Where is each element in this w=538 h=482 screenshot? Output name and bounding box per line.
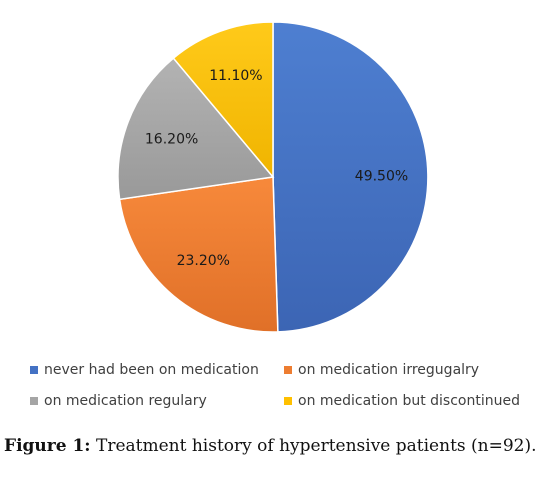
legend-item-regular: on medication regulary bbox=[30, 393, 207, 409]
legend-item-irregular: on medication irregugalry bbox=[284, 362, 479, 378]
slice-regular bbox=[117, 57, 275, 201]
data-label-regular: 16.20% bbox=[145, 131, 198, 147]
legend-label-discontinued: on medication but discontinued bbox=[298, 393, 520, 409]
legend-swatch-discontinued bbox=[284, 397, 292, 405]
slice-never-on-medication bbox=[272, 21, 429, 333]
legend-label-irregular: on medication irregugalry bbox=[298, 362, 480, 378]
legend-item-never-on-medication: never had been on medication bbox=[30, 362, 259, 378]
figure-caption-label: Figure 1: bbox=[4, 436, 91, 456]
figure-caption: Figure 1: Treatment history of hypertens… bbox=[4, 436, 537, 456]
data-label-never: 49.50% bbox=[355, 168, 408, 184]
slice-irregular bbox=[118, 176, 279, 333]
figure-caption-text: Treatment history of hypertensive patien… bbox=[90, 436, 537, 456]
data-label-discontinued: 11.10% bbox=[209, 68, 262, 84]
legend-swatch-never bbox=[30, 366, 38, 374]
slice-discontinued bbox=[172, 21, 274, 180]
legend-label-never: never had been on medication bbox=[44, 362, 259, 378]
legend-label-regular: on medication regulary bbox=[44, 393, 207, 409]
legend-swatch-regular bbox=[30, 397, 38, 405]
legend-swatch-irregular bbox=[284, 366, 292, 374]
data-label-irregular: 23.20% bbox=[177, 253, 230, 269]
pie-chart: 49.50% 23.20% 16.20% 11.10% bbox=[117, 21, 429, 333]
legend-item-discontinued: on medication but discontinued bbox=[284, 393, 520, 409]
